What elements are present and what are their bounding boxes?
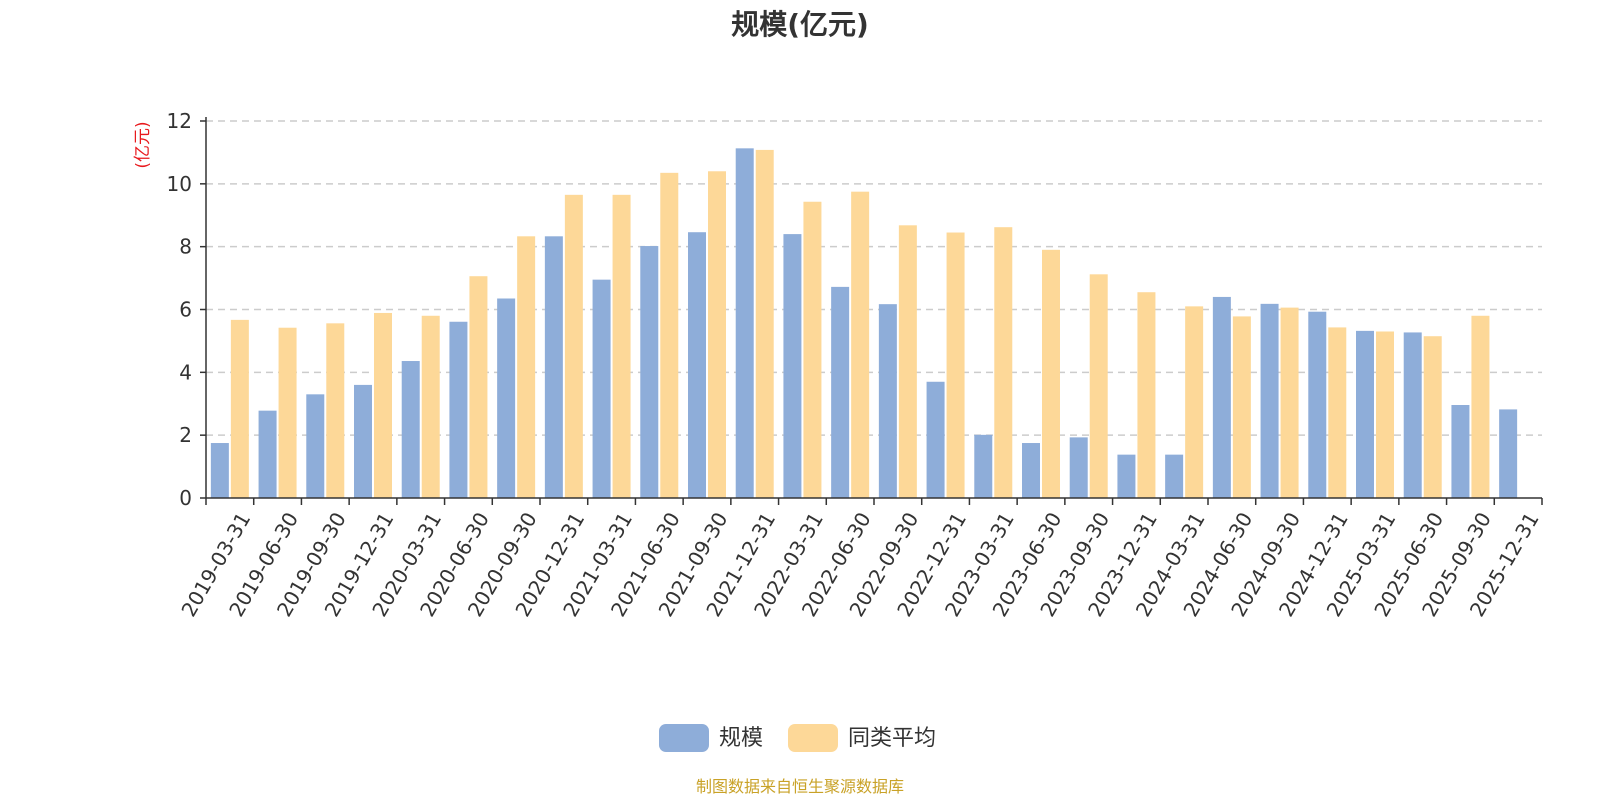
bars <box>210 148 1518 499</box>
bar-series-2[interactable] <box>469 276 488 498</box>
bar-series-1[interactable] <box>1308 311 1327 498</box>
bar-series-2[interactable] <box>326 323 345 498</box>
bar-series-1[interactable] <box>783 234 802 498</box>
bar-series-2[interactable] <box>898 225 917 498</box>
bar-series-1[interactable] <box>497 298 516 498</box>
bar-series-2[interactable] <box>1137 292 1156 498</box>
y-tick-label: 2 <box>179 423 192 447</box>
bar-series-1[interactable] <box>1260 303 1279 498</box>
bar-series-2[interactable] <box>1280 307 1299 498</box>
y-tick-label: 12 <box>167 109 192 133</box>
bar-series-1[interactable] <box>878 304 897 498</box>
bar-series-2[interactable] <box>421 315 440 498</box>
bar-series-1[interactable] <box>354 384 372 498</box>
bar-series-2[interactable] <box>1232 316 1251 498</box>
y-tick-label: 8 <box>179 235 192 259</box>
bar-series-2[interactable] <box>278 327 297 498</box>
bar-series-2[interactable] <box>1185 306 1204 498</box>
y-tick-label: 0 <box>179 486 192 510</box>
bar-series-1[interactable] <box>974 434 993 498</box>
bar-series-2[interactable] <box>517 236 536 498</box>
legend-label-series-2[interactable]: 同类平均 <box>848 726 936 751</box>
bar-series-1[interactable] <box>1451 405 1470 498</box>
bar-series-2[interactable] <box>946 232 965 498</box>
bar-series-1[interactable] <box>1212 296 1231 498</box>
bar-series-1[interactable] <box>592 279 611 498</box>
bar-series-2[interactable] <box>1376 331 1394 498</box>
bar-series-1[interactable] <box>1165 454 1184 498</box>
bar-series-2[interactable] <box>708 171 726 498</box>
bar-series-1[interactable] <box>306 394 325 498</box>
bar-series-1[interactable] <box>926 381 945 498</box>
bar-series-1[interactable] <box>1069 437 1088 498</box>
bar-series-2[interactable] <box>1423 336 1442 498</box>
x-axis-ticks: 2019-03-312019-06-302019-09-302019-12-31… <box>176 498 1544 621</box>
bar-series-1[interactable] <box>735 148 754 498</box>
data-source-note: 制图数据来自恒生聚源数据库 <box>696 777 904 796</box>
y-axis-ticks: 0 2 4 6 8 10 12 <box>167 109 206 510</box>
bar-series-1[interactable] <box>544 236 563 498</box>
bar-series-2[interactable] <box>803 201 822 498</box>
y-tick-label: 6 <box>179 298 192 322</box>
bar-series-2[interactable] <box>1042 249 1060 498</box>
y-tick-label: 10 <box>167 172 192 196</box>
bar-series-2[interactable] <box>612 194 631 498</box>
bar-series-1[interactable] <box>210 443 229 498</box>
bar-series-1[interactable] <box>1356 330 1374 498</box>
bar-series-2[interactable] <box>374 312 392 498</box>
bar-series-1[interactable] <box>1499 409 1518 498</box>
bar-series-1[interactable] <box>1022 443 1040 498</box>
legend-swatch-series-1[interactable] <box>659 724 709 752</box>
bar-series-1[interactable] <box>449 321 468 498</box>
bar-series-1[interactable] <box>401 361 420 498</box>
bar-series-1[interactable] <box>640 246 659 498</box>
chart-title: 规模(亿元) <box>731 8 869 41</box>
bar-series-2[interactable] <box>755 149 774 499</box>
bar-series-2[interactable] <box>1089 274 1108 498</box>
legend-swatch-series-2[interactable] <box>788 724 838 752</box>
bar-series-1[interactable] <box>1403 332 1422 498</box>
bar-series-2[interactable] <box>564 194 583 498</box>
legend-label-series-1[interactable]: 规模 <box>719 726 763 751</box>
bar-series-2[interactable] <box>994 227 1013 498</box>
bar-series-2[interactable] <box>660 172 679 498</box>
bar-series-1[interactable] <box>1117 454 1136 498</box>
bar-series-2[interactable] <box>851 191 870 498</box>
bar-series-2[interactable] <box>1471 315 1490 498</box>
bar-series-2[interactable] <box>230 319 249 498</box>
legend: 规模 同类平均 <box>659 724 936 752</box>
bar-series-1[interactable] <box>258 410 277 498</box>
y-axis-unit-label: (亿元) <box>133 121 153 168</box>
bar-series-2[interactable] <box>1328 327 1347 498</box>
y-tick-label: 4 <box>179 360 192 384</box>
bar-series-1[interactable] <box>688 232 706 498</box>
bar-series-1[interactable] <box>831 286 850 498</box>
